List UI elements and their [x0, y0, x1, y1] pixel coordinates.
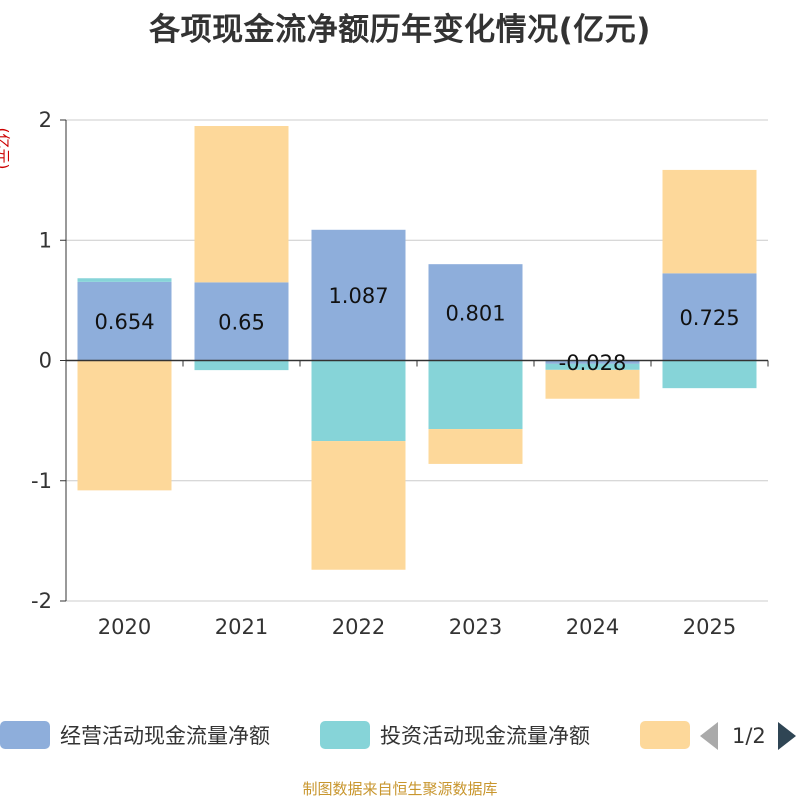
y-tick-label: 0 [39, 349, 52, 373]
source-note: 制图数据来自恒生聚源数据库 [302, 780, 498, 798]
legend: 经营活动现金流量净额 投资活动现金流量净额 1/2 [0, 716, 800, 756]
x-tick-label: 2023 [449, 615, 502, 639]
x-tick-label: 2021 [215, 615, 268, 639]
legend-item-financing[interactable] [640, 720, 700, 750]
data-label: 0.801 [445, 301, 505, 325]
bar-series-1-2025[interactable] [662, 360, 757, 389]
bar-series-1-2020[interactable] [77, 278, 172, 282]
bar-series-0-2023[interactable] [428, 264, 523, 361]
legend-swatch-operating [0, 721, 50, 749]
x-tick-label: 2020 [98, 615, 151, 639]
bar-series-2-2022[interactable] [311, 441, 406, 570]
bar-series-2-2023[interactable] [428, 429, 523, 464]
bar-series-0-2025[interactable] [662, 273, 757, 361]
x-tick-label: 2024 [566, 615, 619, 639]
legend-page-indicator: 1/2 [732, 724, 766, 748]
data-label: 0.65 [218, 310, 265, 334]
bar-series-0-2022[interactable] [311, 229, 406, 361]
bar-series-2-2024[interactable] [545, 369, 640, 399]
bar-series-2-2025[interactable] [662, 169, 757, 274]
legend-swatch-financing [640, 721, 690, 749]
y-tick-label: 2 [39, 108, 52, 132]
x-tick-label: 2022 [332, 615, 385, 639]
x-tick-label: 2025 [683, 615, 736, 639]
data-label: 1.087 [328, 284, 388, 308]
y-tick-label: 1 [39, 228, 52, 252]
data-labels: 0.654 0.65 1.087 0.801 -0.028 0.725 [94, 284, 739, 375]
legend-pager: 1/2 [700, 720, 796, 752]
bar-series-1-2022[interactable] [311, 360, 406, 442]
y-tick-label: -1 [31, 469, 52, 493]
bar-series-1-2023[interactable] [428, 360, 523, 430]
data-label: -0.028 [559, 351, 627, 375]
data-label: 0.725 [679, 306, 739, 330]
bar-series-1-2024[interactable] [545, 363, 640, 370]
legend-item-investing[interactable]: 投资活动现金流量净额 [320, 720, 590, 750]
bar-series-2-2021[interactable] [194, 126, 289, 283]
bar-series-0-2021[interactable] [194, 282, 289, 361]
legend-swatch-investing [320, 721, 370, 749]
legend-label-operating: 经营活动现金流量净额 [60, 724, 270, 748]
legend-prev-icon[interactable] [700, 722, 718, 750]
bar-series-1-2021[interactable] [194, 360, 289, 371]
bar-series-0-2020[interactable] [77, 281, 172, 361]
data-label: 0.654 [94, 310, 154, 334]
bar-series-2-2020[interactable] [77, 360, 172, 491]
y-tick-label: -2 [31, 589, 52, 613]
bars [77, 126, 757, 570]
legend-item-operating[interactable]: 经营活动现金流量净额 [0, 720, 270, 750]
bar-series-0-2024[interactable] [545, 360, 640, 364]
axes: -2 -1 0 1 2 2020 2021 2022 2023 2024 2025 [31, 108, 769, 639]
legend-next-icon[interactable] [777, 722, 796, 750]
chart-title: 各项现金流净额历年变化情况(亿元) [149, 12, 651, 48]
legend-label-investing: 投资活动现金流量净额 [380, 724, 590, 748]
